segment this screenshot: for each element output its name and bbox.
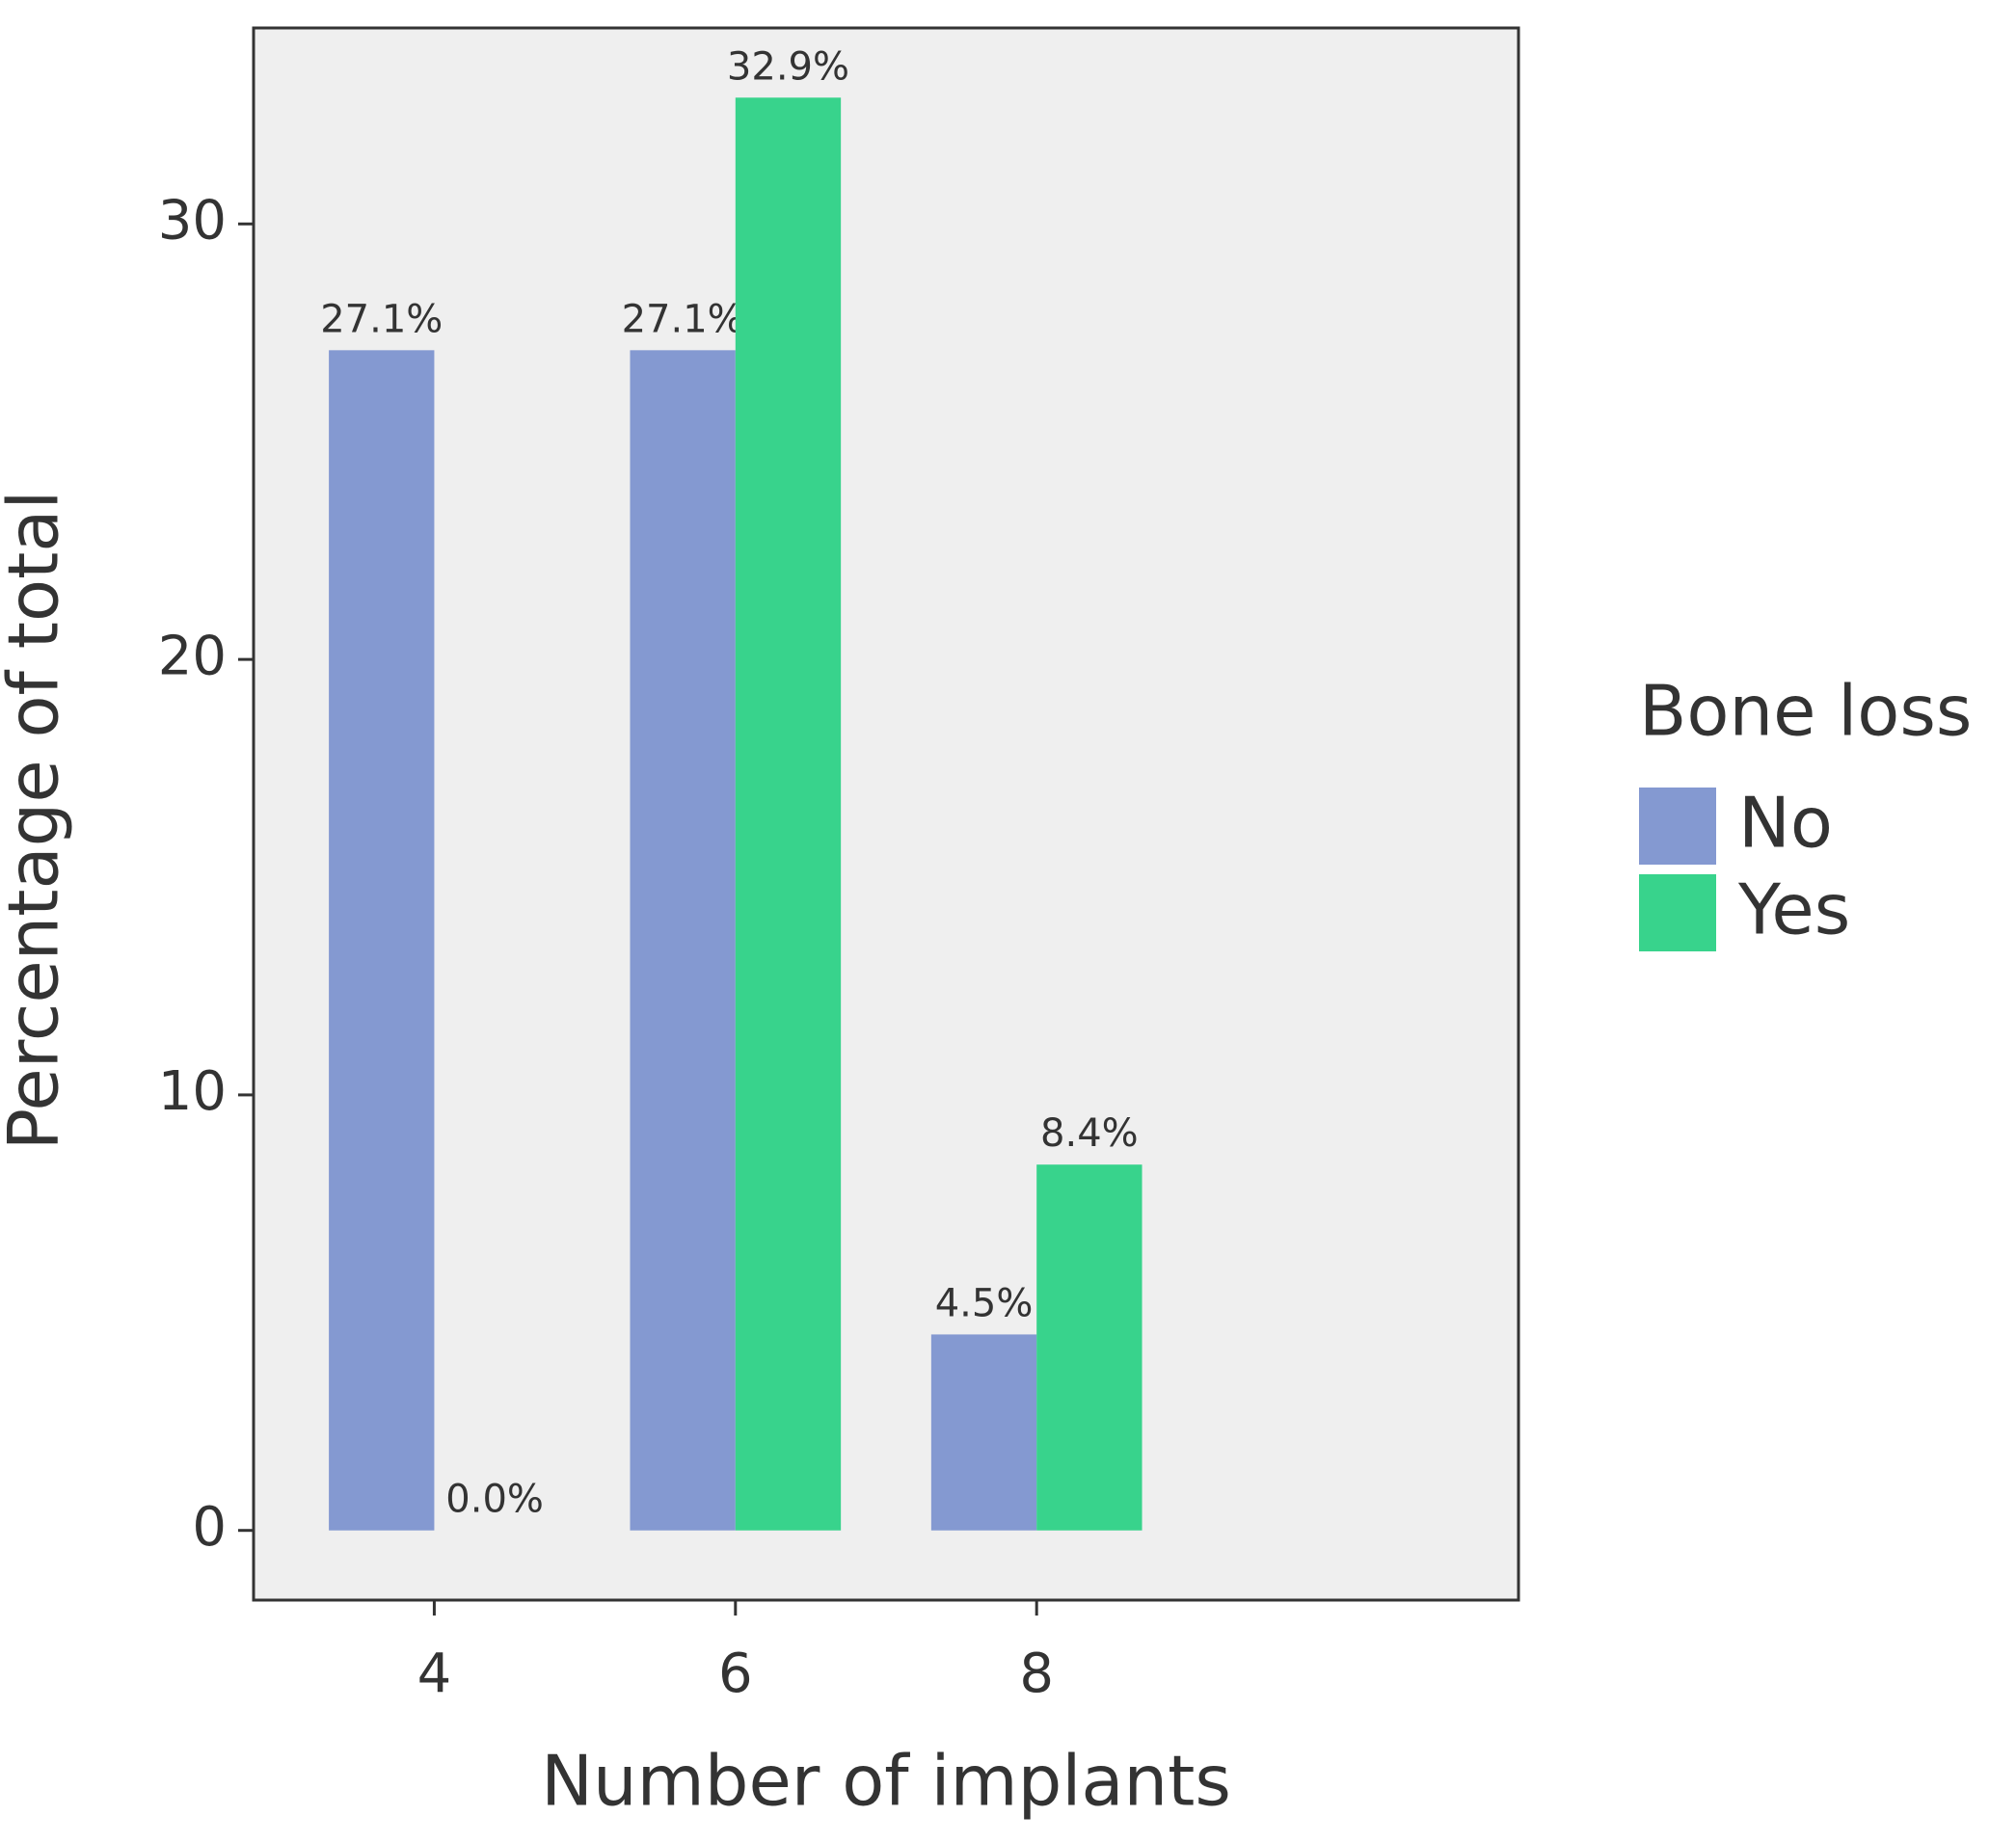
y-tick-label: 20	[158, 625, 227, 687]
y-tick-label: 30	[158, 189, 227, 252]
legend-label: No	[1738, 783, 1833, 864]
y-tick-label: 0	[192, 1496, 227, 1559]
legend-title: Bone loss	[1639, 671, 1972, 752]
value-label: 27.1%	[320, 297, 443, 341]
bar	[735, 97, 842, 1531]
value-label: 8.4%	[1040, 1111, 1139, 1156]
legend-label: Yes	[1737, 869, 1850, 950]
y-tick-label: 10	[158, 1060, 227, 1123]
legend-key	[1639, 788, 1716, 865]
plot-border	[252, 26, 1520, 1602]
y-axis-title: Percentage of total	[0, 491, 74, 1151]
x-tick-label: 4	[417, 1643, 452, 1705]
x-axis-title: Number of implants	[541, 1741, 1231, 1822]
value-label: 27.1%	[622, 297, 744, 341]
bar	[930, 1334, 1037, 1531]
value-label: 32.9%	[727, 44, 849, 89]
bar	[630, 350, 736, 1531]
value-label: 0.0%	[445, 1478, 544, 1522]
bar	[329, 350, 435, 1531]
value-label: 4.5%	[935, 1281, 1034, 1325]
x-tick-label: 6	[718, 1643, 753, 1705]
plot-panel	[254, 28, 1519, 1600]
x-tick-label: 8	[1019, 1643, 1054, 1705]
legend-key	[1639, 874, 1716, 951]
bar	[1036, 1164, 1142, 1531]
